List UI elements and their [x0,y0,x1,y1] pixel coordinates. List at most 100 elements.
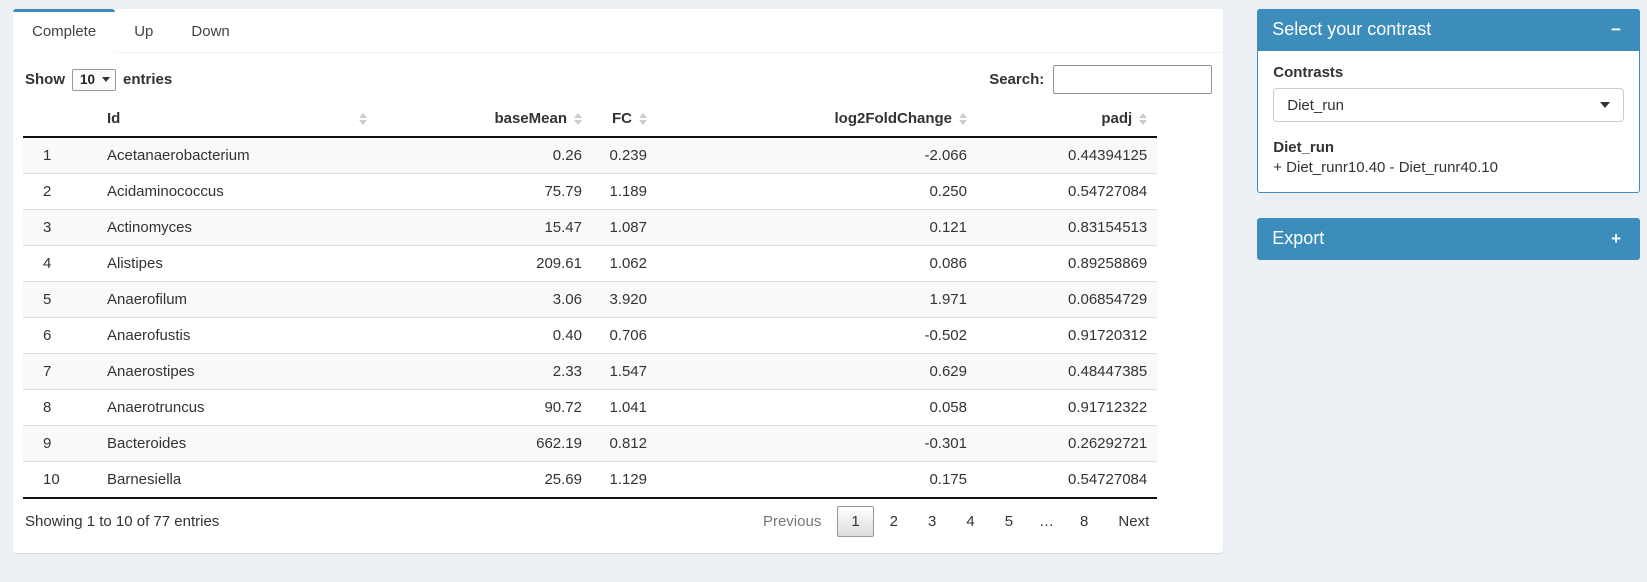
chevron-down-icon [1600,102,1610,108]
row-index-cell: 1 [43,147,52,164]
export-box-header: Export + [1257,218,1640,260]
row-index-cell: 4 [23,245,87,282]
contrasts-label: Contrasts [1273,64,1344,81]
contrast-formula: + Diet_runr10.40 - Diet_runr40.10 [1273,159,1498,176]
table-row[interactable]: 8 Anaerotruncus 90.72 1.041 0.058 0.91712322 [23,389,1158,426]
cell-Id: Anaerotruncus [87,389,377,426]
cell-Id: Anaerofustis [87,317,377,354]
page-button-2[interactable]: 2 [889,513,899,530]
page-length-control: Show 10 entries [23,68,172,91]
cell-Id: Acetanaerobacterium [107,147,250,164]
cell-log2FoldChange: 1.971 [657,281,977,318]
search-label: Search: [989,71,1045,88]
cell-padj: 0.06854729 [977,281,1158,318]
sort-both-icon [1139,112,1148,125]
cell-padj: 0.89258869 [977,245,1158,282]
row-index-cell: 9 [23,425,87,462]
export-box-title: Export [1272,228,1325,248]
cell-baseMean: 15.47 [377,209,592,246]
cell-log2FoldChange: 0.629 [657,353,977,390]
contrast-select[interactable]: Diet_run [1273,88,1624,122]
cell-Id: Anaerofilum [87,281,377,318]
table-row[interactable]: 4 Alistipes 209.61 1.062 0.086 0.89258869 [23,245,1158,282]
column-header-baseMean[interactable]: baseMean [377,102,592,138]
cell-FC: 0.239 [609,147,647,164]
row-index-cell: 6 [23,317,87,354]
column-header-Id[interactable]: Id [87,102,377,138]
sidebar: Select your contrast − Contrasts Diet_ru… [1257,9,1640,553]
table-row[interactable]: 1 Acetanaerobacterium 0.26 0.239 -2.066 0.443… [23,137,1158,174]
page-button-4[interactable]: 4 [966,513,975,530]
cell-FC: 1.062 [592,245,657,282]
cell-baseMean: 90.72 [377,389,592,426]
sort-both-icon [959,112,967,125]
page-button-8[interactable]: 8 [1080,513,1089,530]
column-header-index [23,102,87,138]
row-index-cell: 8 [23,389,87,426]
cell-FC: 0.812 [592,425,657,462]
column-label: padj [1101,110,1133,127]
cell-log2FoldChange: 0.175 [657,461,977,499]
contrast-box-title: Select your contrast [1272,19,1432,39]
table-row[interactable]: 5 Anaerofilum 3.06 3.920 1.971 0.06854729 [23,281,1158,318]
cell-padj: 0.91720312 [977,317,1158,354]
cell-baseMean: 75.79 [377,173,592,210]
table-row[interactable]: 2 Acidaminococcus 75.79 1.189 0.250 0.5472708… [23,173,1158,210]
sort-both-icon [359,112,367,125]
cell-baseMean: 0.26 [552,147,582,164]
pagination: Previous 1 2 3 4 5 … 8 Next [748,506,1164,537]
cell-FC: 0.706 [592,317,657,354]
table-row[interactable]: 9 Bacteroides 662.19 0.812 -0.301 0.26292721 [23,425,1158,462]
cell-FC: 3.920 [592,281,657,318]
cell-FC: 1.547 [592,353,657,390]
tab-complete[interactable]: Complete [13,9,116,53]
cell-Id: Actinomyces [87,209,377,246]
cell-Id: Anaerostipes [87,353,377,390]
page-button-next[interactable]: Next [1118,513,1150,530]
search-input[interactable] [1053,65,1213,94]
column-header-FC[interactable]: FC [592,102,657,138]
page-button-previous[interactable]: Previous [762,513,822,530]
row-index-cell: 3 [23,209,87,246]
table-row[interactable]: 7 Anaerostipes 2.33 1.547 0.629 0.48447385 [23,353,1158,390]
row-index-cell: 2 [23,173,87,210]
cell-padj: 0.54727084 [977,173,1158,210]
page-button-3[interactable]: 3 [928,513,937,530]
table-row[interactable]: 3 Actinomyces 15.47 1.087 0.121 0.83154513 [23,209,1158,246]
page-button-1[interactable]: 1 [837,506,874,537]
caret-down-icon [102,76,111,82]
table-info: Showing 1 to 10 of 77 entries [25,513,220,530]
cell-baseMean: 209.61 [377,245,592,282]
contrast-box-header: Select your contrast − [1257,9,1640,51]
contrast-box-body: Contrasts Diet_run Diet_run + Diet_runr1… [1257,51,1640,193]
column-header-padj[interactable]: padj [977,102,1158,138]
cell-log2FoldChange: -0.502 [657,317,977,354]
page-button-…: … [1039,513,1055,530]
cell-Id: Barnesiella [87,461,377,499]
cell-padj: 0.83154513 [977,209,1158,246]
cell-FC: 1.087 [592,209,657,246]
datatable-wrapper: Show 10 entries Search: Id baseMe [13,53,1223,553]
cell-padj: 0.48447385 [977,353,1158,390]
column-header-log2FoldChange[interactable]: log2FoldChange [657,102,977,138]
tab-up[interactable]: Up [134,23,154,40]
sort-both-icon [639,112,647,125]
results-tab-bar: Complete Up Down [13,9,1224,53]
cell-log2FoldChange: 0.086 [657,245,977,282]
cell-baseMean: 662.19 [377,425,592,462]
page-button-5[interactable]: 5 [1004,513,1014,530]
table-row[interactable]: 6 Anaerofustis 0.40 0.706 -0.502 0.91720312 [23,317,1158,354]
contrast-box: Select your contrast − Contrasts Diet_ru… [1257,9,1640,193]
cell-baseMean: 2.33 [377,353,592,390]
tab-down[interactable]: Down [191,23,230,40]
table-header-row: Id baseMean FC log2FoldChange padj [23,102,1158,138]
export-box: Export + [1257,218,1640,260]
cell-baseMean: 0.40 [377,317,592,354]
cell-baseMean: 3.06 [377,281,592,318]
cell-padj: 0.26292721 [977,425,1158,462]
expand-plus-icon[interactable]: + [1611,229,1621,248]
collapse-minus-icon[interactable]: − [1611,20,1621,39]
column-label: FC [612,110,632,127]
table-row[interactable]: 10 Barnesiella 25.69 1.129 0.175 0.54727084 [23,461,1158,499]
page-length-select[interactable]: 10 [72,68,117,91]
